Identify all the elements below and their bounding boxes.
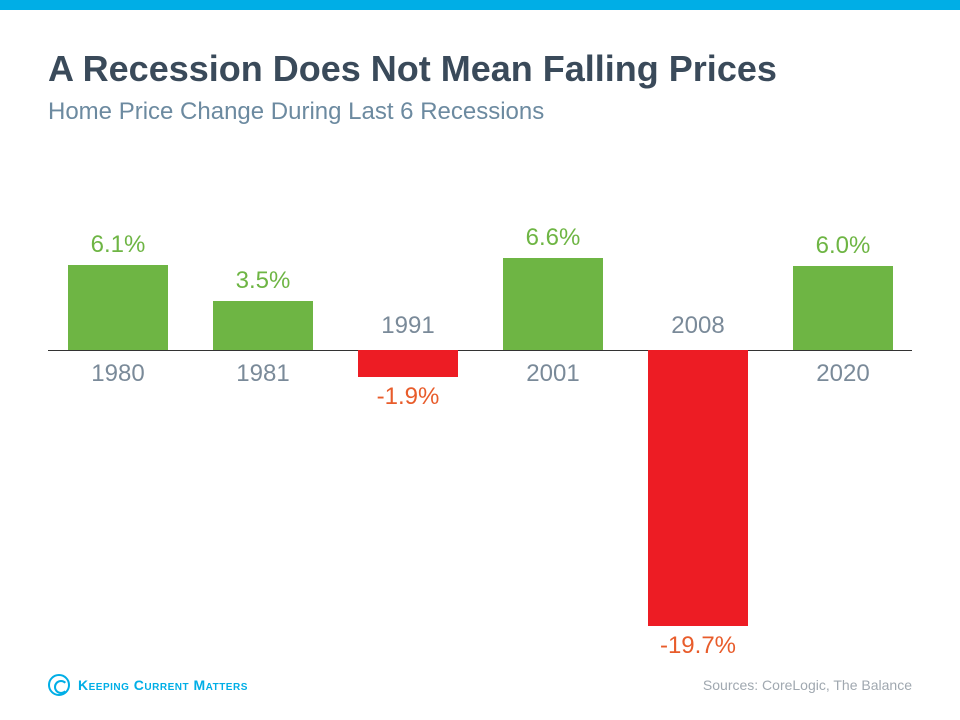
year-label: 2008 [638,312,758,340]
chart-title: A Recession Does Not Mean Falling Prices [48,48,777,90]
year-label: 1991 [348,312,468,340]
bar-2001 [503,258,603,350]
value-label: -19.7% [638,632,758,660]
chart-subtitle: Home Price Change During Last 6 Recessio… [48,98,777,126]
bar-group-2008: -19.7%2008 [638,230,758,610]
brand-spiral-icon [48,674,70,696]
title-block: A Recession Does Not Mean Falling Prices… [48,48,777,126]
bar-2008 [648,350,748,626]
year-label: 1980 [58,360,178,388]
bar-group-2020: 6.0% 2020 [783,230,903,610]
brand-name: Keeping Current Matters [78,677,248,693]
bar-group-1981: 3.5% 1981 [203,230,323,610]
year-label: 1981 [203,360,323,388]
value-label: 6.6% [493,224,613,252]
brand: Keeping Current Matters [48,674,248,696]
year-label: 2001 [493,360,613,388]
bar-1991 [358,350,458,377]
bar-2020 [793,266,893,350]
chart-area: 6.1% 1980 3.5% 1981 -1.9% 1991 6.6%2001-19.7%2… [48,230,912,610]
footer: Keeping Current Matters Sources: CoreLog… [48,674,912,696]
value-label: 6.1% [58,231,178,259]
value-label: 3.5% [203,267,323,295]
bar-1981 [213,301,313,350]
value-label: -1.9% [348,383,468,411]
sources-text: Sources: CoreLogic, The Balance [703,677,912,693]
value-label: 6.0% [783,232,903,260]
bar-group-2001: 6.6%2001 [493,230,613,610]
accent-stripe [0,0,960,10]
bar-1980 [68,265,168,350]
year-label: 2020 [783,360,903,388]
bar-group-1980: 6.1% 1980 [58,230,178,610]
bar-group-1991: -1.9% 1991 [348,230,468,610]
